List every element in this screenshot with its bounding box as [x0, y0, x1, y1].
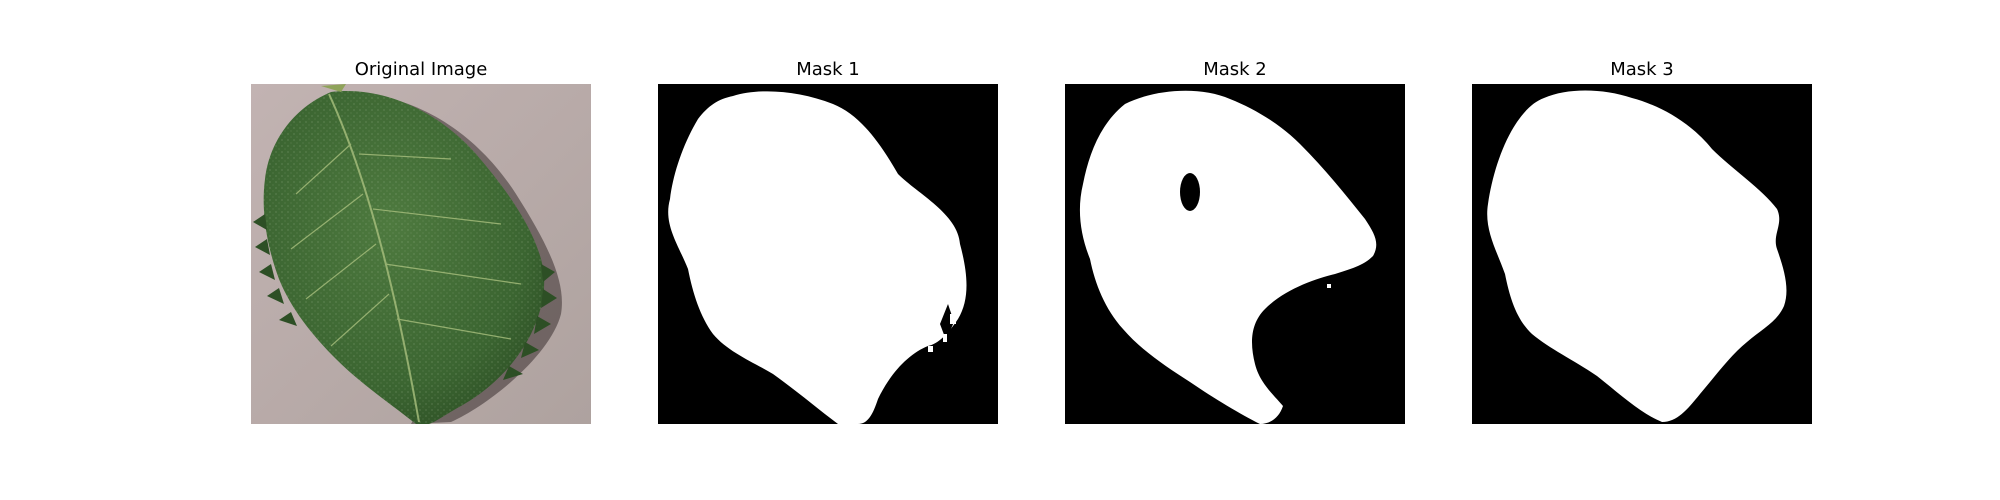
leaf-serrations [253, 214, 557, 380]
mask-region [1487, 90, 1787, 422]
panel-title: Mask 1 [796, 59, 860, 80]
panel-title: Original Image [354, 59, 488, 80]
mask-region [1079, 90, 1377, 424]
mask-region [668, 91, 967, 424]
mask-hole [1180, 173, 1200, 211]
leaf-veins [290, 93, 522, 423]
mask-2-image [1065, 84, 1405, 424]
panel-title: Mask 2 [1203, 59, 1267, 80]
leaf-stem [321, 84, 346, 92]
mask-3-image [1472, 84, 1812, 424]
panel-title: Mask 3 [1610, 59, 1674, 80]
mask-1-image [658, 84, 998, 424]
original-leaf-photo [251, 84, 591, 424]
